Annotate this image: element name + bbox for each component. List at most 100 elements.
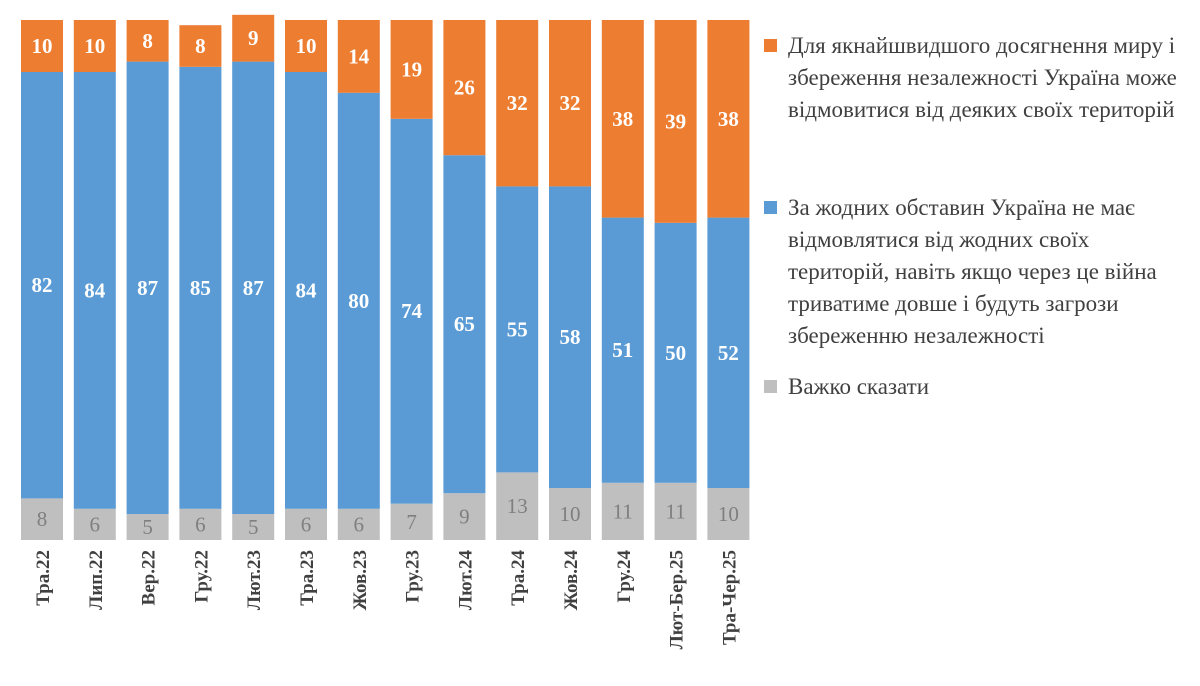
bar-segment-hard-to-say	[232, 514, 275, 540]
bar-segment-no-concessions	[179, 66, 222, 509]
data-label-concede: 32	[560, 91, 581, 115]
data-label-hard-to-say: 5	[248, 515, 259, 539]
data-label-no-concessions: 74	[401, 299, 423, 323]
data-label-concede: 10	[296, 34, 317, 58]
data-label-no-concessions: 52	[718, 341, 739, 365]
legend-swatch-orange	[764, 39, 777, 52]
bar-segment-concede	[601, 20, 644, 218]
data-label-concede: 10	[32, 34, 53, 58]
data-label-concede: 26	[454, 76, 475, 100]
bar-segment-no-concessions	[337, 92, 380, 509]
bar-segment-concede	[126, 20, 169, 62]
bar-segment-no-concessions	[707, 217, 750, 488]
bar-segment-concede	[73, 20, 116, 72]
data-label-hard-to-say: 9	[459, 505, 470, 529]
bar-segment-no-concessions	[232, 61, 275, 514]
legend-label-concede: Для якнайшвидшого досягнення миру і збер…	[788, 33, 1177, 122]
data-label-concede: 14	[348, 44, 370, 68]
legend-swatch-blue	[764, 201, 777, 214]
x-tick-label: Тра.23	[297, 550, 318, 606]
data-label-hard-to-say: 8	[37, 507, 48, 531]
x-tick-label: Гру.23	[403, 550, 424, 603]
x-axis-labels: Тра.22 Лип.22 Вер.22 Гру.22 Лют.23 Тра.23 Жов.…	[33, 550, 740, 650]
data-label-no-concessions: 55	[507, 317, 528, 341]
value-labels-group: 8821068410587868585879684106801477419965…	[32, 26, 739, 539]
data-label-no-concessions: 87	[137, 276, 158, 300]
x-tick-label: Гру.22	[191, 550, 212, 603]
bar-segment-no-concessions	[285, 72, 327, 509]
bar-segment-hard-to-say	[337, 508, 380, 540]
x-tick-label: Жов.24	[561, 550, 582, 611]
data-label-no-concessions: 84	[84, 278, 106, 302]
data-label-no-concessions: 50	[665, 341, 686, 365]
legend-item-hard-to-say: Важко сказати	[762, 371, 1192, 403]
data-label-concede: 32	[507, 91, 528, 115]
data-label-no-concessions: 80	[348, 289, 369, 313]
bar-segment-no-concessions	[73, 72, 116, 509]
data-label-concede: 9	[248, 26, 259, 50]
data-label-concede: 39	[665, 109, 686, 133]
bar-segment-hard-to-say	[390, 503, 433, 540]
x-tick-label: Гру.24	[614, 550, 635, 603]
x-tick-label: Тра.24	[508, 550, 529, 606]
data-label-concede: 38	[612, 107, 633, 131]
data-label-no-concessions: 82	[32, 273, 53, 297]
bar-segment-no-concessions	[126, 61, 169, 514]
bar-segment-hard-to-say	[654, 482, 697, 540]
bars-group	[21, 14, 750, 540]
bar-segment-concede	[496, 20, 539, 187]
data-label-hard-to-say: 6	[301, 512, 312, 536]
bar-segment-concede	[21, 20, 63, 72]
data-label-hard-to-say: 6	[195, 512, 206, 536]
legend: Для якнайшвидшого досягнення миру і збер…	[762, 30, 1192, 403]
x-tick-label: Лют-Бер.25	[667, 550, 688, 649]
bar-segment-hard-to-say	[707, 488, 750, 540]
stacked-bar-chart: 8821068410587868585879684106801477419965…	[21, 14, 750, 650]
bar-segment-concede	[707, 20, 750, 218]
data-label-concede: 10	[84, 34, 105, 58]
bar-segment-no-concessions	[549, 186, 591, 488]
x-tick-label: Жов.23	[350, 550, 371, 610]
bar-segment-hard-to-say	[21, 498, 63, 540]
bar-segment-no-concessions	[390, 118, 433, 504]
bar-segment-hard-to-say	[496, 472, 539, 540]
bar-segment-hard-to-say	[73, 508, 116, 540]
x-tick-label: Лют.24	[455, 550, 476, 611]
data-label-hard-to-say: 10	[560, 502, 581, 526]
bar-segment-no-concessions	[443, 155, 486, 494]
data-label-no-concessions: 65	[454, 312, 475, 336]
x-tick-label: Тра.22	[33, 550, 54, 606]
data-label-hard-to-say: 13	[507, 494, 528, 518]
data-label-hard-to-say: 5	[142, 515, 153, 539]
bar-segment-hard-to-say	[443, 493, 486, 540]
data-label-no-concessions: 85	[190, 276, 211, 300]
data-label-hard-to-say: 11	[665, 499, 685, 523]
bar-segment-concede	[179, 25, 222, 67]
bar-segment-concede	[443, 20, 486, 156]
bar-segment-hard-to-say	[126, 514, 169, 540]
data-label-concede: 8	[142, 29, 153, 53]
legend-item-no-concessions: За жодних обставин Україна не має відмов…	[762, 192, 1192, 352]
bar-segment-concede	[549, 20, 591, 187]
bar-segment-concede	[337, 20, 380, 93]
data-label-hard-to-say: 6	[354, 512, 365, 536]
x-tick-label: Тра-Чер.25	[719, 550, 740, 645]
legend-swatch-gray	[764, 380, 777, 393]
data-label-concede: 8	[195, 34, 206, 58]
data-label-no-concessions: 87	[243, 276, 264, 300]
bar-segment-concede	[654, 20, 697, 223]
data-label-concede: 38	[718, 107, 739, 131]
bar-segment-concede	[390, 20, 433, 119]
bar-segment-concede	[285, 20, 327, 72]
data-label-hard-to-say: 11	[613, 499, 633, 523]
data-label-concede: 19	[401, 57, 422, 81]
x-tick-label: Лип.22	[86, 550, 107, 610]
data-label-no-concessions: 51	[612, 338, 633, 362]
bar-segment-concede	[232, 14, 275, 62]
bar-segment-hard-to-say	[549, 488, 591, 540]
data-label-no-concessions: 84	[296, 278, 318, 302]
bar-segment-no-concessions	[496, 186, 539, 473]
data-label-hard-to-say: 6	[90, 512, 101, 536]
bar-segment-hard-to-say	[285, 508, 327, 540]
legend-label-no-concessions: За жодних обставин Україна не має відмов…	[788, 195, 1157, 348]
